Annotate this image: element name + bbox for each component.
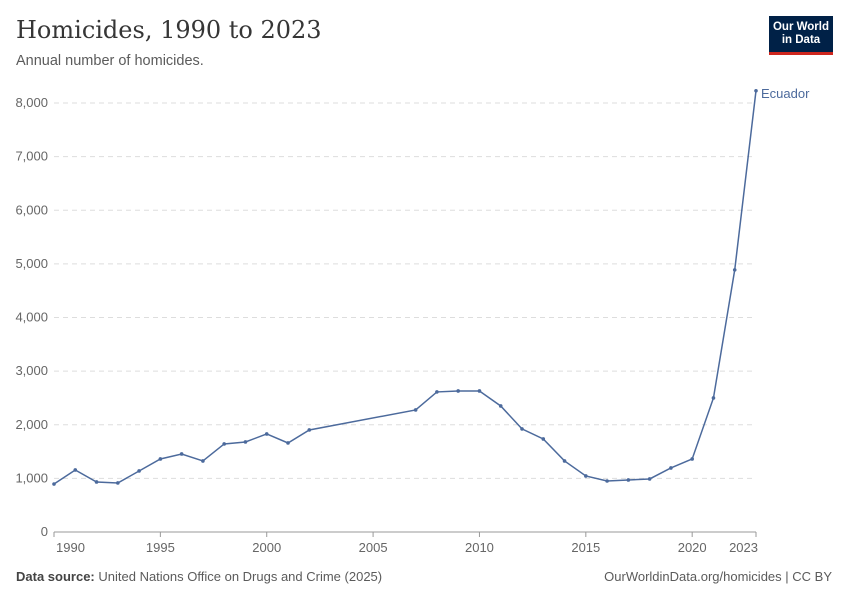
data-point xyxy=(286,441,290,445)
logo-line2: in Data xyxy=(781,34,821,46)
data-point xyxy=(647,477,652,481)
data-point xyxy=(307,428,312,432)
data-point xyxy=(754,88,758,93)
source-text: United Nations Office on Drugs and Crime… xyxy=(98,569,383,584)
data-point xyxy=(179,452,184,456)
x-tick-label: 2005 xyxy=(359,540,388,555)
data-point xyxy=(137,469,141,473)
data-point xyxy=(711,396,716,400)
data-point xyxy=(264,432,269,436)
y-tick-label: 5,000 xyxy=(15,256,48,271)
data-point xyxy=(520,427,524,431)
x-tick-label: 2000 xyxy=(252,540,281,555)
x-tick-label: 1995 xyxy=(146,540,175,555)
data-point xyxy=(413,408,418,412)
x-tick-label: 2023 xyxy=(729,540,758,555)
x-tick-label: 1990 xyxy=(56,540,85,555)
data-point xyxy=(669,466,673,470)
y-tick-label: 2,000 xyxy=(15,417,48,432)
y-tick-label: 4,000 xyxy=(15,310,48,325)
data-point xyxy=(94,480,99,484)
x-tick-label: 2010 xyxy=(465,540,494,555)
data-point xyxy=(158,457,163,461)
footer-link[interactable]: OurWorldinData.org/homicides | CC BY xyxy=(604,569,832,584)
data-point xyxy=(477,389,482,393)
data-point xyxy=(116,481,120,485)
y-tick-label: 6,000 xyxy=(15,202,48,217)
data-point xyxy=(456,389,460,393)
page-title: Homicides, 1990 to 2023 xyxy=(16,16,322,44)
data-point xyxy=(435,390,439,394)
series-line-ecuador xyxy=(53,90,757,485)
data-point xyxy=(498,404,503,408)
y-tick-label: 3,000 xyxy=(15,363,48,378)
logo-line1: Our World xyxy=(772,21,829,33)
data-point xyxy=(690,457,694,461)
data-point xyxy=(541,437,546,441)
data-point xyxy=(562,459,567,463)
source-label: Data source: xyxy=(16,569,95,584)
data-point xyxy=(626,478,631,482)
x-tick-label: 2015 xyxy=(571,540,600,555)
series-label: Ecuador xyxy=(761,86,810,101)
data-point xyxy=(243,440,248,444)
data-point xyxy=(222,442,226,446)
data-point xyxy=(201,459,205,463)
data-point xyxy=(732,268,737,272)
y-tick-label: 0 xyxy=(41,524,48,539)
data-point xyxy=(73,468,78,472)
subtitle: Annual number of homicides. xyxy=(16,53,204,69)
data-source: Data source: United Nations Office on Dr… xyxy=(16,569,382,584)
data-point xyxy=(605,479,609,483)
x-tick-label: 2020 xyxy=(678,540,707,555)
y-tick-label: 8,000 xyxy=(15,95,48,110)
y-tick-label: 1,000 xyxy=(15,470,48,485)
data-point xyxy=(52,482,56,486)
data-point xyxy=(584,474,588,478)
owid-logo[interactable]: Our World in Data xyxy=(769,16,833,55)
y-tick-label: 7,000 xyxy=(15,149,48,164)
